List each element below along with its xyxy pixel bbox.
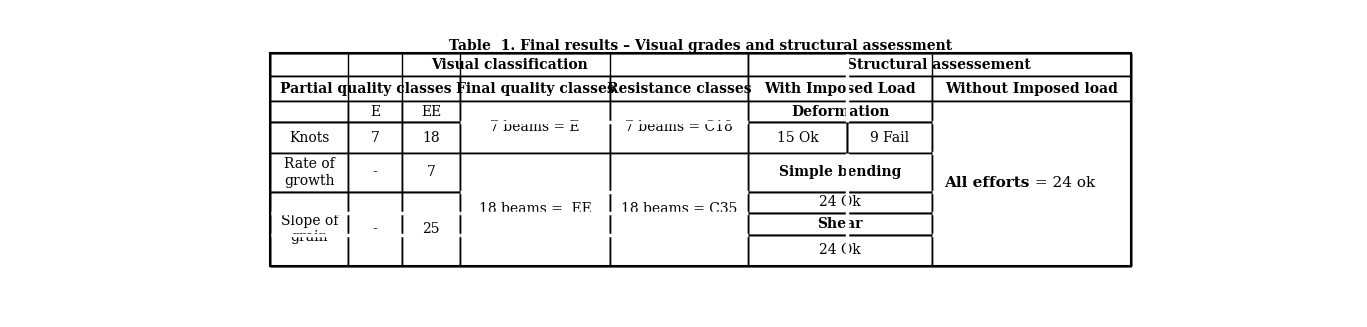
- Text: Rate of
growth: Rate of growth: [284, 157, 335, 188]
- Text: 7 beams = E: 7 beams = E: [491, 120, 580, 134]
- Text: Slope of
grain: Slope of grain: [280, 214, 338, 244]
- Text: 7: 7: [370, 131, 380, 145]
- Bar: [610, 153, 748, 266]
- Text: 24 Ok: 24 Ok: [819, 196, 861, 210]
- Bar: [748, 153, 932, 192]
- Bar: [349, 153, 402, 192]
- Bar: [349, 192, 402, 266]
- Text: All efforts: All efforts: [945, 176, 1029, 190]
- Text: -: -: [373, 165, 377, 180]
- Bar: [349, 101, 402, 122]
- Bar: [461, 101, 610, 153]
- Bar: [932, 101, 1131, 266]
- Bar: [748, 53, 1131, 76]
- Bar: [748, 101, 932, 122]
- Bar: [271, 153, 349, 192]
- Text: Resistance classes: Resistance classes: [607, 81, 752, 95]
- Bar: [748, 122, 848, 153]
- Text: Simple bending: Simple bending: [779, 165, 901, 180]
- Text: Table  1. Final results – Visual grades and structural assessment: Table 1. Final results – Visual grades a…: [448, 39, 953, 53]
- Bar: [271, 101, 349, 122]
- Bar: [271, 53, 1131, 266]
- Bar: [461, 76, 610, 101]
- Bar: [271, 53, 1131, 266]
- Bar: [610, 101, 748, 153]
- Text: 7 beams = C18: 7 beams = C18: [625, 120, 733, 134]
- Bar: [402, 101, 461, 122]
- Bar: [932, 76, 1131, 101]
- Bar: [748, 235, 932, 266]
- Bar: [271, 192, 349, 266]
- Bar: [349, 122, 402, 153]
- Text: -: -: [373, 222, 377, 236]
- Bar: [461, 153, 610, 266]
- Text: Partial quality classes: Partial quality classes: [280, 81, 451, 95]
- Text: Shear: Shear: [817, 217, 863, 231]
- Text: Without Imposed load: Without Imposed load: [945, 81, 1118, 95]
- Bar: [271, 53, 748, 76]
- Bar: [748, 213, 932, 235]
- Text: 24 Ok: 24 Ok: [819, 243, 861, 257]
- Bar: [271, 122, 349, 153]
- Text: E: E: [370, 105, 380, 119]
- Text: Final quality classes: Final quality classes: [455, 81, 615, 95]
- Text: Knots: Knots: [288, 131, 329, 145]
- Bar: [402, 122, 461, 153]
- Text: 25: 25: [422, 222, 440, 236]
- Bar: [748, 192, 932, 213]
- Bar: [610, 76, 748, 101]
- Bar: [848, 122, 932, 153]
- Bar: [402, 153, 461, 192]
- Text: 18 beams = C35: 18 beams = C35: [621, 202, 737, 216]
- Bar: [402, 192, 461, 266]
- Text: = 24 ok: = 24 ok: [1029, 176, 1095, 190]
- Text: Deformation: Deformation: [791, 105, 890, 119]
- Text: Visual classification: Visual classification: [431, 58, 588, 72]
- Text: With Imposed Load: With Imposed Load: [764, 81, 916, 95]
- Text: 9 Fail: 9 Fail: [871, 131, 909, 145]
- Text: 15 Ok: 15 Ok: [776, 131, 819, 145]
- Bar: [271, 53, 1131, 266]
- Text: Structural assessement: Structural assessement: [848, 58, 1031, 72]
- Bar: [748, 76, 932, 101]
- Text: EE: EE: [421, 105, 442, 119]
- Text: 18 beams =  EE: 18 beams = EE: [478, 202, 592, 216]
- Bar: [271, 76, 461, 101]
- Text: 7: 7: [427, 165, 436, 180]
- Text: 18: 18: [422, 131, 440, 145]
